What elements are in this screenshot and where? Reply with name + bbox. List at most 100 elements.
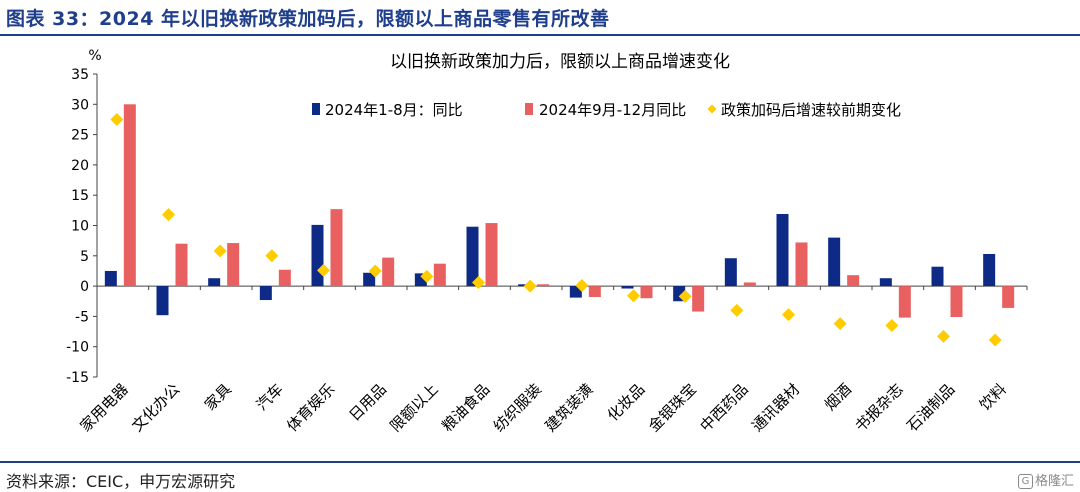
bar-s1-2: [208, 278, 221, 287]
bar-s2-5: [382, 257, 395, 287]
y-axis: 35 30 25 20 15 10 5 0 -5 -10 -15: [66, 67, 98, 386]
bar-s2-13: [795, 242, 808, 287]
bar-s2-10: [640, 286, 653, 299]
marker-s3-16: [937, 329, 950, 343]
x-tick-label: 化妆品: [604, 380, 649, 425]
marker-s3-9: [575, 278, 589, 292]
x-tick-label: 体育娱乐: [283, 380, 338, 435]
bar-s1-17: [983, 253, 996, 287]
x-tick-label: 家具: [201, 380, 235, 414]
x-tick-label: 文化办公: [128, 380, 183, 435]
bar-s2-17: [1002, 286, 1015, 308]
bar-s1-5: [363, 272, 376, 287]
footer-rule: [0, 461, 1080, 463]
bar-s1-0: [104, 270, 117, 287]
x-tick-label: 石油制品: [903, 380, 958, 435]
marker-s3-6: [420, 269, 434, 283]
legend-swatch-s1: [312, 103, 320, 115]
bar-s1-3: [259, 286, 272, 301]
source-note: 资料来源：CEIC，申万宏源研究: [6, 472, 236, 491]
x-tick-label: 书报杂志: [851, 380, 906, 435]
y-tick-label: 25: [71, 128, 89, 144]
bar-s1-8: [518, 284, 531, 287]
bar-s2-14: [847, 275, 860, 287]
gridlines: [96, 285, 1028, 291]
bar-s1-1: [156, 286, 169, 316]
marker-s3-5: [368, 264, 382, 278]
marker-s3-2: [213, 244, 227, 258]
bar-s1-7: [466, 226, 479, 287]
bar-s2-11: [692, 286, 705, 312]
header-rule: [0, 34, 1080, 36]
bar-s1-12: [724, 258, 737, 287]
bar-s1-4: [311, 224, 324, 287]
marker-s3-14: [833, 317, 847, 331]
bar-s1-9: [569, 286, 582, 298]
bar-s2-9: [588, 286, 601, 298]
retail-growth-chart: 以旧换新政策加力后，限额以上商品增速变化 % 2024年1-8月：同比 2024年…: [66, 48, 1028, 435]
legend-label-s2: 2024年9月-12月同比: [539, 101, 686, 119]
marker-s3-0: [110, 112, 124, 126]
bar-s2-1: [175, 243, 188, 287]
marker-s3-10: [627, 289, 640, 303]
bar-s2-3: [278, 269, 291, 287]
x-tick-label: 建筑装潢: [541, 380, 596, 435]
legend-label-s1: 2024年1-8月：同比: [325, 101, 463, 119]
legend: 2024年1-8月：同比 2024年9月-12月同比 政策加码后增速较前期变化: [312, 101, 901, 119]
legend-label-s3: 政策加码后增速较前期变化: [721, 101, 901, 119]
watermark-logo-icon: G: [1017, 474, 1033, 489]
marker-s3-3: [265, 249, 279, 263]
y-tick-label: 5: [80, 249, 89, 265]
x-tick-label: 限额以上: [386, 380, 441, 435]
figure-title: 图表 33：2024 年以旧换新政策加码后，限额以上商品零售有所改善: [6, 8, 610, 30]
marker-s3-8: [523, 279, 537, 293]
bar-s2-16: [950, 286, 963, 318]
bar-s2-15: [898, 286, 911, 318]
bar-s1-16: [931, 266, 944, 287]
legend-swatch-s3: [707, 104, 717, 114]
y-tick-label: 30: [71, 97, 89, 113]
y-tick-label: 35: [71, 67, 89, 83]
y-tick-label: 20: [71, 158, 89, 174]
y-tick-label: -10: [66, 340, 89, 356]
y-tick-label: 15: [71, 188, 89, 204]
marker-s3-13: [782, 308, 795, 322]
chart-title: 以旧换新政策加力后，限额以上商品增速变化: [390, 52, 730, 72]
bar-s1-15: [879, 278, 892, 287]
watermark-text: 格隆汇: [1034, 474, 1074, 489]
bar-s1-14: [828, 237, 841, 287]
x-tick-label: 汽车: [253, 380, 287, 414]
y-axis-label: %: [88, 48, 101, 64]
bar-s2-7: [485, 223, 498, 287]
legend-swatch-s2: [525, 103, 533, 115]
x-tick-label: 纺织服装: [490, 380, 545, 435]
x-tick-label: 金银珠宝: [645, 380, 700, 435]
bar-s1-10: [621, 286, 634, 289]
x-tick-label: 家用电器: [76, 380, 131, 435]
marker-s3-17: [988, 333, 1002, 347]
x-tick-label: 通讯器材: [748, 380, 803, 435]
bar-s2-0: [123, 104, 136, 287]
bar-s1-13: [776, 213, 789, 287]
y-tick-label: 10: [71, 219, 89, 235]
marker-s3-1: [162, 208, 175, 222]
watermark: G 格隆汇: [1017, 470, 1074, 489]
marker-s3-7: [472, 275, 485, 289]
marker-s3-15: [885, 318, 899, 332]
x-tick-label: 日用品: [345, 380, 390, 425]
bar-s2-6: [433, 263, 446, 287]
marker-s3-12: [730, 303, 744, 317]
bar-s2-12: [743, 282, 756, 287]
x-tick-label: 粮油食品: [438, 380, 493, 435]
markers: [110, 112, 1002, 347]
bar-s2-4: [330, 209, 343, 287]
marker-s3-4: [317, 263, 330, 277]
bar-s2-2: [227, 243, 240, 287]
x-tick-label: 烟酒: [821, 380, 855, 414]
y-tick-label: -15: [66, 370, 89, 386]
bar-s2-8: [537, 284, 550, 287]
x-tick-label: 中西药品: [696, 380, 751, 435]
x-tick-label: 饮料: [976, 380, 1010, 414]
y-tick-label: 0: [80, 279, 89, 295]
